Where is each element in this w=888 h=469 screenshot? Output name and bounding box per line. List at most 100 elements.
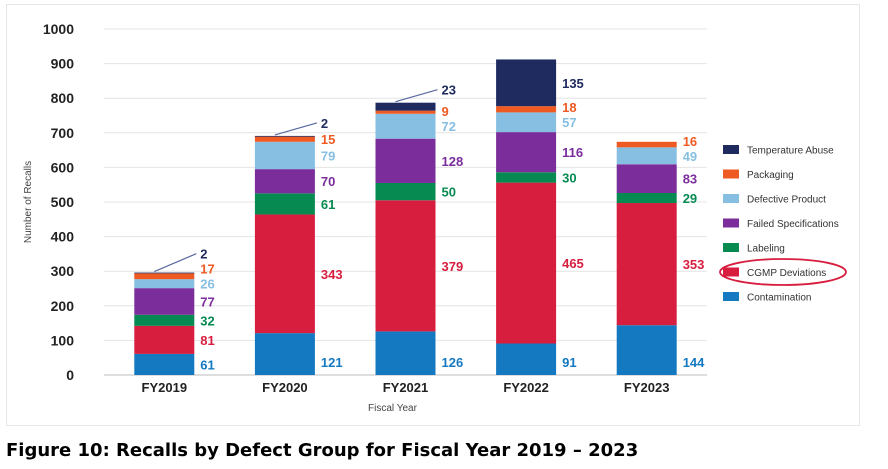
bar-segment: [496, 182, 557, 344]
chart-frame: 0 100 200 300 400 500 600 700 800 900 1000 Number o…: [6, 4, 860, 426]
data-label: 18: [562, 100, 576, 115]
bar-segment: [254, 214, 315, 334]
bar-segment: [616, 141, 677, 148]
bar-segment: [134, 288, 195, 315]
leader-line: [274, 122, 318, 136]
legend-swatch: [723, 292, 739, 301]
data-label: 465: [562, 256, 584, 271]
data-label: 343: [321, 267, 343, 282]
bar-segment: [254, 333, 315, 375]
data-label: 79: [321, 148, 335, 163]
y-tick-label: 600: [51, 159, 75, 175]
data-label: 2: [200, 247, 207, 262]
legend-label: Temperature Abuse: [747, 146, 834, 157]
bar-segment: [375, 110, 436, 114]
legend-swatch: [723, 145, 739, 154]
data-label: 50: [442, 185, 456, 200]
bar-segment: [496, 172, 557, 183]
data-label: 126: [442, 355, 464, 370]
bar-segment: [254, 136, 315, 142]
bar-segment: [134, 353, 195, 375]
x-tick-label: FY2022: [503, 380, 549, 395]
data-label: 30: [562, 170, 576, 185]
stacked-bar-chart: 0 100 200 300 400 500 600 700 800 900 1000 Number o…: [23, 21, 847, 414]
bar-segment: [496, 343, 557, 375]
data-label: 49: [683, 149, 697, 164]
x-axis-title: Fiscal Year: [368, 403, 418, 414]
data-label: 353: [683, 257, 705, 272]
bar-segment: [496, 106, 557, 113]
data-label: 61: [200, 357, 214, 372]
legend-swatch: [723, 194, 739, 203]
bar-segment: [616, 193, 677, 204]
data-label: 83: [683, 172, 697, 187]
legend-label: Failed Specifications: [747, 219, 839, 230]
bar-segment: [254, 193, 315, 215]
y-tick-label: 900: [51, 56, 75, 72]
data-label: 26: [200, 277, 214, 292]
bar-segment: [375, 182, 436, 201]
data-label: 17: [200, 262, 214, 277]
data-label: 91: [562, 355, 576, 370]
bar-segment: [496, 59, 557, 107]
data-label: 2: [321, 116, 328, 131]
leader-line: [154, 253, 197, 273]
bar-segment: [375, 102, 436, 111]
bar-segment: [375, 200, 436, 332]
y-axis-title: Number of Recalls: [23, 161, 34, 243]
y-tick-label: 800: [51, 90, 75, 106]
data-label: 144: [683, 355, 705, 370]
bar-segment: [616, 203, 677, 326]
bar-segment: [496, 112, 557, 133]
legend-swatch: [723, 243, 739, 252]
y-tick-label: 500: [51, 194, 75, 210]
bar-segment: [254, 135, 315, 137]
data-label: 16: [683, 134, 697, 149]
legend-label: Packaging: [747, 170, 794, 181]
y-tick-label: 700: [51, 125, 75, 141]
bar-segment: [134, 272, 195, 274]
y-tick-label: 0: [66, 367, 74, 383]
highlight-circle: [719, 258, 847, 286]
bar-segment: [134, 314, 195, 326]
data-label: 135: [562, 76, 584, 91]
data-label: 61: [321, 197, 335, 212]
data-label: 57: [562, 115, 576, 130]
legend-label: Defective Product: [747, 195, 826, 206]
y-tick-label: 400: [51, 229, 75, 245]
bar-segment: [496, 132, 557, 173]
legend-label: Labeling: [747, 244, 785, 255]
data-label: 77: [200, 294, 214, 309]
data-label: 15: [321, 132, 335, 147]
x-tick-label: FY2019: [142, 380, 188, 395]
data-label: 128: [442, 154, 464, 169]
data-label: 72: [442, 119, 456, 134]
legend-label: Contamination: [747, 293, 811, 304]
bar-segment: [375, 138, 436, 183]
x-tick-label: FY2023: [624, 380, 670, 395]
x-tick-label: FY2021: [383, 380, 429, 395]
legend-swatch: [723, 218, 739, 228]
y-tick-label: 300: [51, 263, 75, 279]
bar-segment: [616, 147, 677, 165]
bar-segment: [616, 325, 677, 375]
bar-segment: [134, 325, 195, 354]
data-label: 379: [442, 259, 464, 274]
legend-swatch: [723, 267, 739, 277]
data-label: 116: [562, 145, 583, 160]
y-tick-label: 200: [51, 298, 75, 314]
y-tick-label: 1000: [43, 21, 74, 37]
data-label: 29: [683, 191, 697, 206]
data-label: 23: [442, 83, 456, 98]
figure-caption: Figure 10: Recalls by Defect Group for F…: [6, 440, 639, 461]
data-label: 81: [200, 333, 214, 348]
data-label: 70: [321, 174, 335, 189]
bar-segment: [375, 331, 436, 375]
y-tick-label: 100: [51, 332, 75, 348]
bar-segment: [375, 113, 436, 139]
bar-segment: [616, 164, 677, 194]
data-label: 9: [442, 104, 449, 119]
legend-label: CGMP Deviations: [747, 268, 826, 279]
x-tick-label: FY2020: [262, 380, 308, 395]
bar-segment: [254, 141, 315, 170]
